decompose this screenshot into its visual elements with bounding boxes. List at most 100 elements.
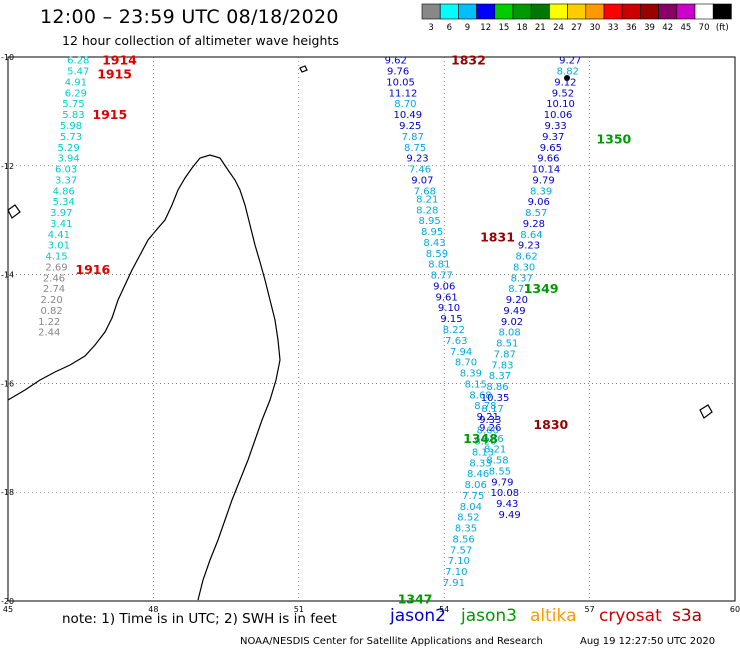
- swh-label: 5.47: [67, 67, 89, 78]
- swh-label: 9.79: [532, 175, 554, 186]
- swh-label: 8.58: [486, 456, 508, 467]
- legend-swatch: [603, 3, 623, 20]
- pass-time-label: 1348: [463, 431, 498, 446]
- swh-label: 6.29: [65, 88, 87, 99]
- legend-swatch: [567, 3, 587, 20]
- swh-label: 5.83: [62, 110, 84, 121]
- swh-label: 8.71: [508, 284, 530, 295]
- x-tick-label: 60: [730, 605, 740, 614]
- swh-label: 8.62: [515, 252, 537, 263]
- swh-label: 9.52: [552, 88, 574, 99]
- swh-label: 8.08: [498, 328, 520, 339]
- swh-label: 8.52: [457, 513, 479, 524]
- swh-label: 1.22: [38, 317, 60, 328]
- swh-label: 10.49: [394, 110, 423, 121]
- swh-label: 7.57: [450, 545, 472, 556]
- swh-label: 9.10: [438, 303, 460, 314]
- swh-label: 10.10: [546, 99, 575, 110]
- legend-swatch: [621, 3, 641, 20]
- y-tick-label: -20: [1, 597, 14, 606]
- footer-time: Aug 19 12:27:50 UTC 2020: [580, 636, 716, 647]
- swh-label: 9.66: [537, 154, 559, 165]
- swh-label: 3.01: [48, 241, 70, 252]
- swh-label: 8.30: [513, 262, 535, 273]
- swh-label: 9.49: [503, 306, 525, 317]
- swh-label: 8.37: [489, 371, 511, 382]
- swh-label: 9.62: [385, 56, 407, 67]
- x-tick-label: 45: [3, 605, 13, 614]
- swh-label: 5.98: [60, 121, 82, 132]
- sat-altika: altika: [530, 606, 577, 626]
- swh-label: 2.74: [43, 284, 65, 295]
- swh-label: 2.69: [45, 262, 67, 273]
- legend-label: 27: [571, 23, 582, 33]
- swh-label: 9.26: [479, 423, 501, 434]
- swh-label: 8.35: [455, 524, 477, 535]
- swh-label: 8.21: [484, 445, 506, 456]
- swh-label: 8.37: [511, 273, 533, 284]
- pass-times: 1914191519151916183218311830135013491348…: [75, 53, 631, 607]
- swh-label: 8.86: [486, 382, 508, 393]
- grid-lines: [8, 57, 735, 601]
- x-tick-label: 51: [294, 605, 304, 614]
- swh-label: 9.12: [554, 77, 576, 88]
- legend-swatch: [712, 3, 732, 20]
- swh-label: 9.79: [491, 477, 513, 488]
- legend-label: 9: [465, 23, 470, 33]
- swh-label: 4.15: [45, 252, 67, 263]
- swh-label: 9.02: [501, 317, 523, 328]
- swh-label: 6.28: [67, 56, 89, 67]
- swh-label: 8.68: [469, 390, 491, 401]
- swh-label: 4.41: [48, 230, 70, 241]
- swh-label: 7.10: [445, 567, 467, 578]
- swh-label: 7.91: [443, 578, 465, 589]
- swh-label: 8.55: [489, 466, 511, 477]
- swh-label: 8.33: [469, 458, 491, 469]
- swh-label: 7.63: [445, 336, 467, 347]
- swh-label: 9.06: [528, 197, 550, 208]
- footer-credit: NOAA/NESDIS Center for Satellite Applica…: [240, 636, 543, 647]
- legend-label: 39: [644, 23, 655, 33]
- swh-label: 5.73: [60, 132, 82, 143]
- sat-cryosat: cryosat: [599, 606, 662, 626]
- legend-label: 6: [447, 23, 452, 33]
- x-tick-label: 57: [585, 605, 595, 614]
- swh-label: 8.39: [460, 369, 482, 380]
- swh-label: 3.97: [50, 208, 72, 219]
- swh-label: 2.20: [40, 295, 62, 306]
- swh-label: 7.87: [494, 349, 516, 360]
- swh-label: 8.06: [465, 480, 487, 491]
- legend-label: 30: [589, 23, 600, 33]
- swh-label: 9.23: [406, 154, 428, 165]
- pass-time-label: 1347: [398, 591, 433, 606]
- y-tick-label: -12: [1, 162, 14, 171]
- legend-swatch: [585, 3, 605, 20]
- swh-label: 7.83: [491, 360, 513, 371]
- legend-swatch: [476, 3, 496, 20]
- swh-label: 8.56: [452, 534, 474, 545]
- swh-label: 8.70: [394, 99, 416, 110]
- swh-label: 8.60: [477, 426, 499, 437]
- page-title: 12:00 – 23:59 UTC 08/18/2020: [40, 6, 339, 28]
- swh-label: 9.33: [545, 121, 567, 132]
- legend-label: 36: [626, 23, 637, 33]
- swh-label: 9.49: [498, 510, 520, 521]
- pass-time-label: 1915: [92, 107, 127, 122]
- pass-time-label: 1832: [451, 53, 486, 68]
- swh-label: 9.43: [496, 499, 518, 510]
- swh-label: 8.21: [416, 194, 438, 205]
- legend-label: 18: [517, 23, 528, 33]
- swh-label: 9.28: [523, 219, 545, 230]
- swh-label: 8.59: [426, 249, 448, 260]
- swh-label: 7.75: [462, 491, 484, 502]
- note-text: note: 1) Time is in UTC; 2) SWH is in fe…: [62, 611, 337, 627]
- swh-label: 4.91: [65, 77, 87, 88]
- swh-label: 5.29: [57, 143, 79, 154]
- swh-label: 3.41: [50, 219, 72, 230]
- pass-time-label: 1830: [533, 417, 568, 432]
- swh-label: 8.75: [404, 143, 426, 154]
- legend-label: 45: [680, 23, 691, 33]
- swh-label: 8.78: [474, 401, 496, 412]
- swh-label: 10.06: [544, 110, 573, 121]
